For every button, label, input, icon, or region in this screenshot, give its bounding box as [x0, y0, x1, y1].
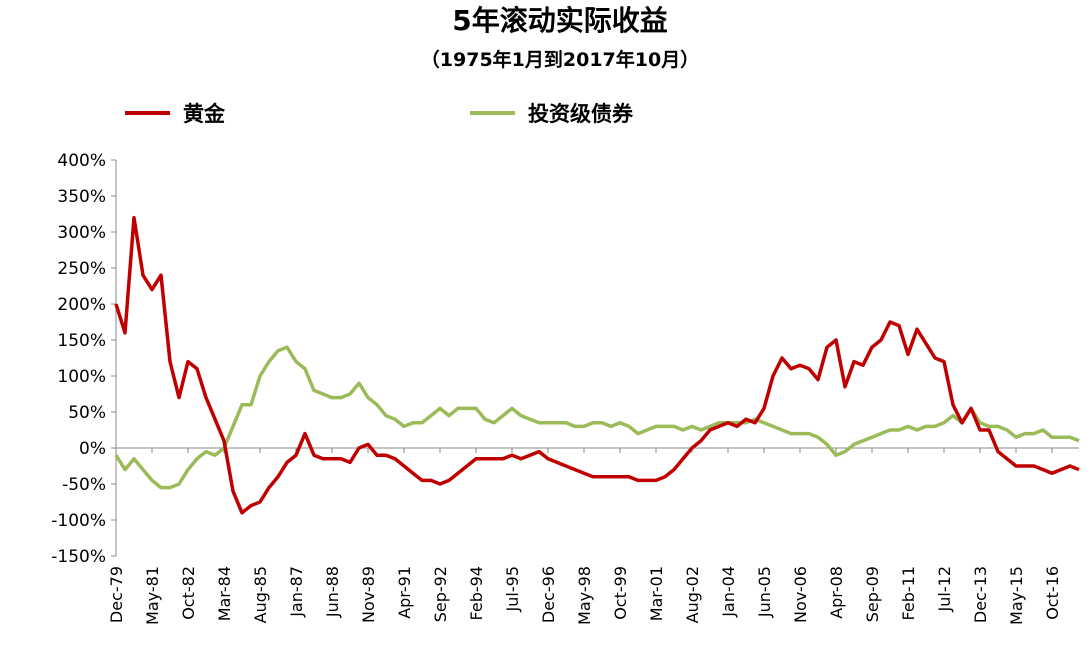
x-tick-label: Jan-87 — [287, 566, 306, 618]
x-tick-label: Jan-04 — [719, 566, 738, 618]
x-tick-label: May-98 — [575, 566, 594, 625]
series-line — [114, 215, 1080, 515]
y-tick-label: 350% — [57, 187, 106, 207]
x-tick-label: Dec-13 — [971, 566, 990, 623]
y-tick-label: 250% — [57, 259, 106, 279]
series-line — [114, 345, 1080, 490]
y-tick-label: 150% — [57, 331, 106, 351]
chart-subtitle: （1975年1月到2017年10月） — [421, 48, 699, 71]
x-tick-label: Jul-12 — [935, 566, 954, 612]
x-tick-label: Dec-96 — [539, 566, 558, 623]
x-tick-label: Apr-08 — [827, 566, 846, 619]
x-tick-label: Aug-02 — [683, 566, 702, 623]
x-tick-label: Sep-09 — [863, 566, 882, 622]
x-tick-label: Mar-84 — [215, 566, 234, 621]
x-tick-label: Feb-11 — [899, 566, 918, 620]
y-tick-label: 300% — [57, 223, 106, 243]
x-tick-label: Jun-88 — [323, 566, 342, 618]
x-tick-label: Dec-79 — [107, 566, 126, 623]
x-tick-label: Sep-92 — [431, 566, 450, 622]
x-tick-label: Aug-85 — [251, 566, 270, 623]
legend-label: 投资级债券 — [528, 102, 634, 126]
y-tick-label: 200% — [57, 295, 106, 315]
x-tick-label: Nov-89 — [359, 566, 378, 623]
x-tick-label: Mar-01 — [647, 566, 666, 621]
x-tick-label: Jul-95 — [503, 566, 522, 612]
x-tick-label: Jun-05 — [755, 566, 774, 618]
y-tick-label: 0% — [79, 439, 106, 459]
x-tick-label: Apr-91 — [395, 566, 414, 619]
x-tick-label: May-15 — [1007, 566, 1026, 625]
chart-title: 5年滚动实际收益 — [452, 4, 667, 37]
legend-label: 黄金 — [183, 102, 226, 126]
y-tick-label: 100% — [57, 367, 106, 387]
y-tick-label: -150% — [51, 547, 106, 567]
y-tick-label: 400% — [57, 151, 106, 171]
x-tick-label: Oct-99 — [611, 566, 630, 620]
x-tick-label: Oct-82 — [179, 566, 198, 620]
x-tick-label: Nov-06 — [791, 566, 810, 623]
x-tick-label: Oct-16 — [1043, 566, 1062, 620]
y-tick-label: -100% — [51, 511, 106, 531]
x-tick-label: Feb-94 — [467, 566, 486, 620]
x-tick-label: May-81 — [143, 566, 162, 625]
y-tick-label: -50% — [62, 475, 106, 495]
y-tick-label: 50% — [68, 403, 106, 423]
